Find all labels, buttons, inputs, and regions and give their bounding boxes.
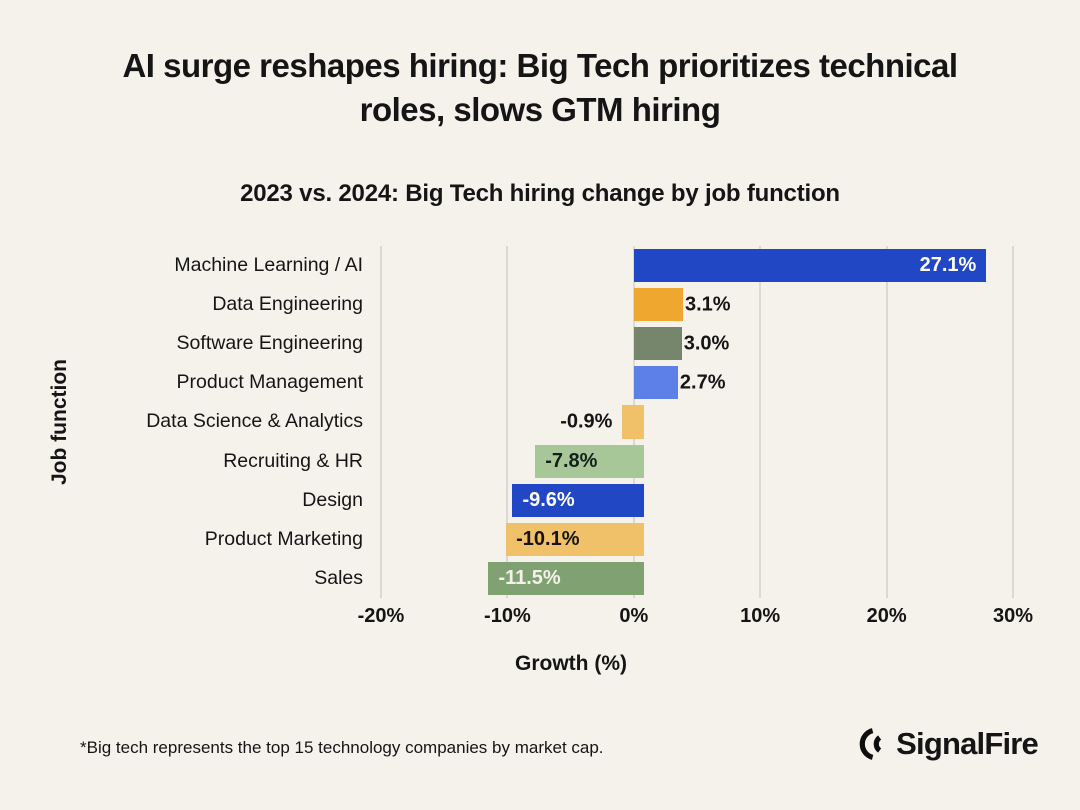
bar: [633, 288, 683, 322]
bar-row: -7.8%: [381, 442, 1013, 481]
x-tick-label: 20%: [866, 605, 907, 627]
category-label: Design: [302, 488, 363, 511]
bar: [622, 405, 644, 439]
bar-row: -10.1%: [381, 520, 1013, 559]
x-tick-label: 30%: [992, 605, 1034, 627]
chart-title: AI surge reshapes hiring: Big Tech prior…: [122, 47, 958, 128]
bar: -10.1%: [506, 522, 644, 556]
category-label: Software Engineering: [176, 332, 363, 355]
x-axis-ticks: -20% -10% 0% 10% 20% 30%: [358, 605, 1033, 631]
category-axis: Machine Learning / AI Data Engineering Sof…: [96, 246, 363, 598]
bar: -7.8%: [535, 444, 644, 478]
gridline: [885, 246, 888, 598]
category-label: Product Management: [176, 371, 363, 394]
bar: -11.5%: [488, 561, 644, 595]
x-tick-label: 0%: [619, 605, 649, 627]
category-label: Sales: [314, 566, 363, 589]
bar-row: 27.1%: [381, 246, 1013, 285]
bar-value-label: -9.6%: [522, 488, 575, 511]
gridline: [759, 246, 762, 598]
bar: [633, 366, 678, 400]
category-label: Machine Learning / AI: [174, 254, 363, 277]
x-tick-label: 10%: [740, 605, 781, 627]
bar-value-label: -10.1%: [516, 527, 580, 550]
chart-subtitle: 2023 vs. 2024: Big Tech hiring change by…: [240, 180, 840, 207]
bar-row: -9.6%: [381, 481, 1013, 520]
bar-value-label: -11.5%: [498, 566, 561, 589]
category-label: Data Science & Analytics: [146, 410, 363, 433]
category-label: Data Engineering: [212, 293, 363, 316]
gridline: [1012, 246, 1014, 598]
bar-value-label: 27.1%: [919, 254, 977, 277]
bar: [633, 327, 682, 361]
brand-wordmark: SignalFire: [896, 726, 1039, 761]
signalfire-mark-icon: [859, 728, 882, 760]
bar-value-label: 3.1%: [684, 293, 731, 316]
gridline: [380, 246, 382, 598]
category-label: Product Marketing: [204, 527, 363, 550]
bar: 27.1%: [633, 249, 987, 283]
x-tick-label: -20%: [357, 605, 405, 627]
bar-value-label: 3.0%: [683, 332, 730, 355]
bar-row: 3.0%: [381, 324, 1013, 363]
x-axis-label: Growth (%): [515, 652, 627, 675]
gridline: [506, 246, 509, 598]
bar-row: 3.1%: [381, 285, 1013, 324]
bar-value-label: -0.9%: [560, 410, 613, 433]
bar-row: -11.5%: [381, 559, 1013, 598]
x-tick-label: -10%: [484, 605, 531, 627]
bar: -9.6%: [512, 483, 644, 517]
bar-value-label: 2.7%: [679, 371, 726, 394]
y-axis-label: Job function: [48, 359, 71, 485]
bar-row: 2.7%: [381, 363, 1013, 402]
footnote: *Big tech represents the top 15 technolo…: [80, 738, 604, 757]
category-label: Recruiting & HR: [223, 449, 363, 472]
bar-value-label: -7.8%: [545, 449, 598, 472]
brand-logo: SignalFire: [859, 726, 1039, 762]
plot-area: 27.1% 3.1% 3.0% 2.7% -0.9% -7.8% -9.6% -10.1% -1…: [380, 246, 1014, 598]
bar-row: -0.9%: [381, 402, 1013, 441]
